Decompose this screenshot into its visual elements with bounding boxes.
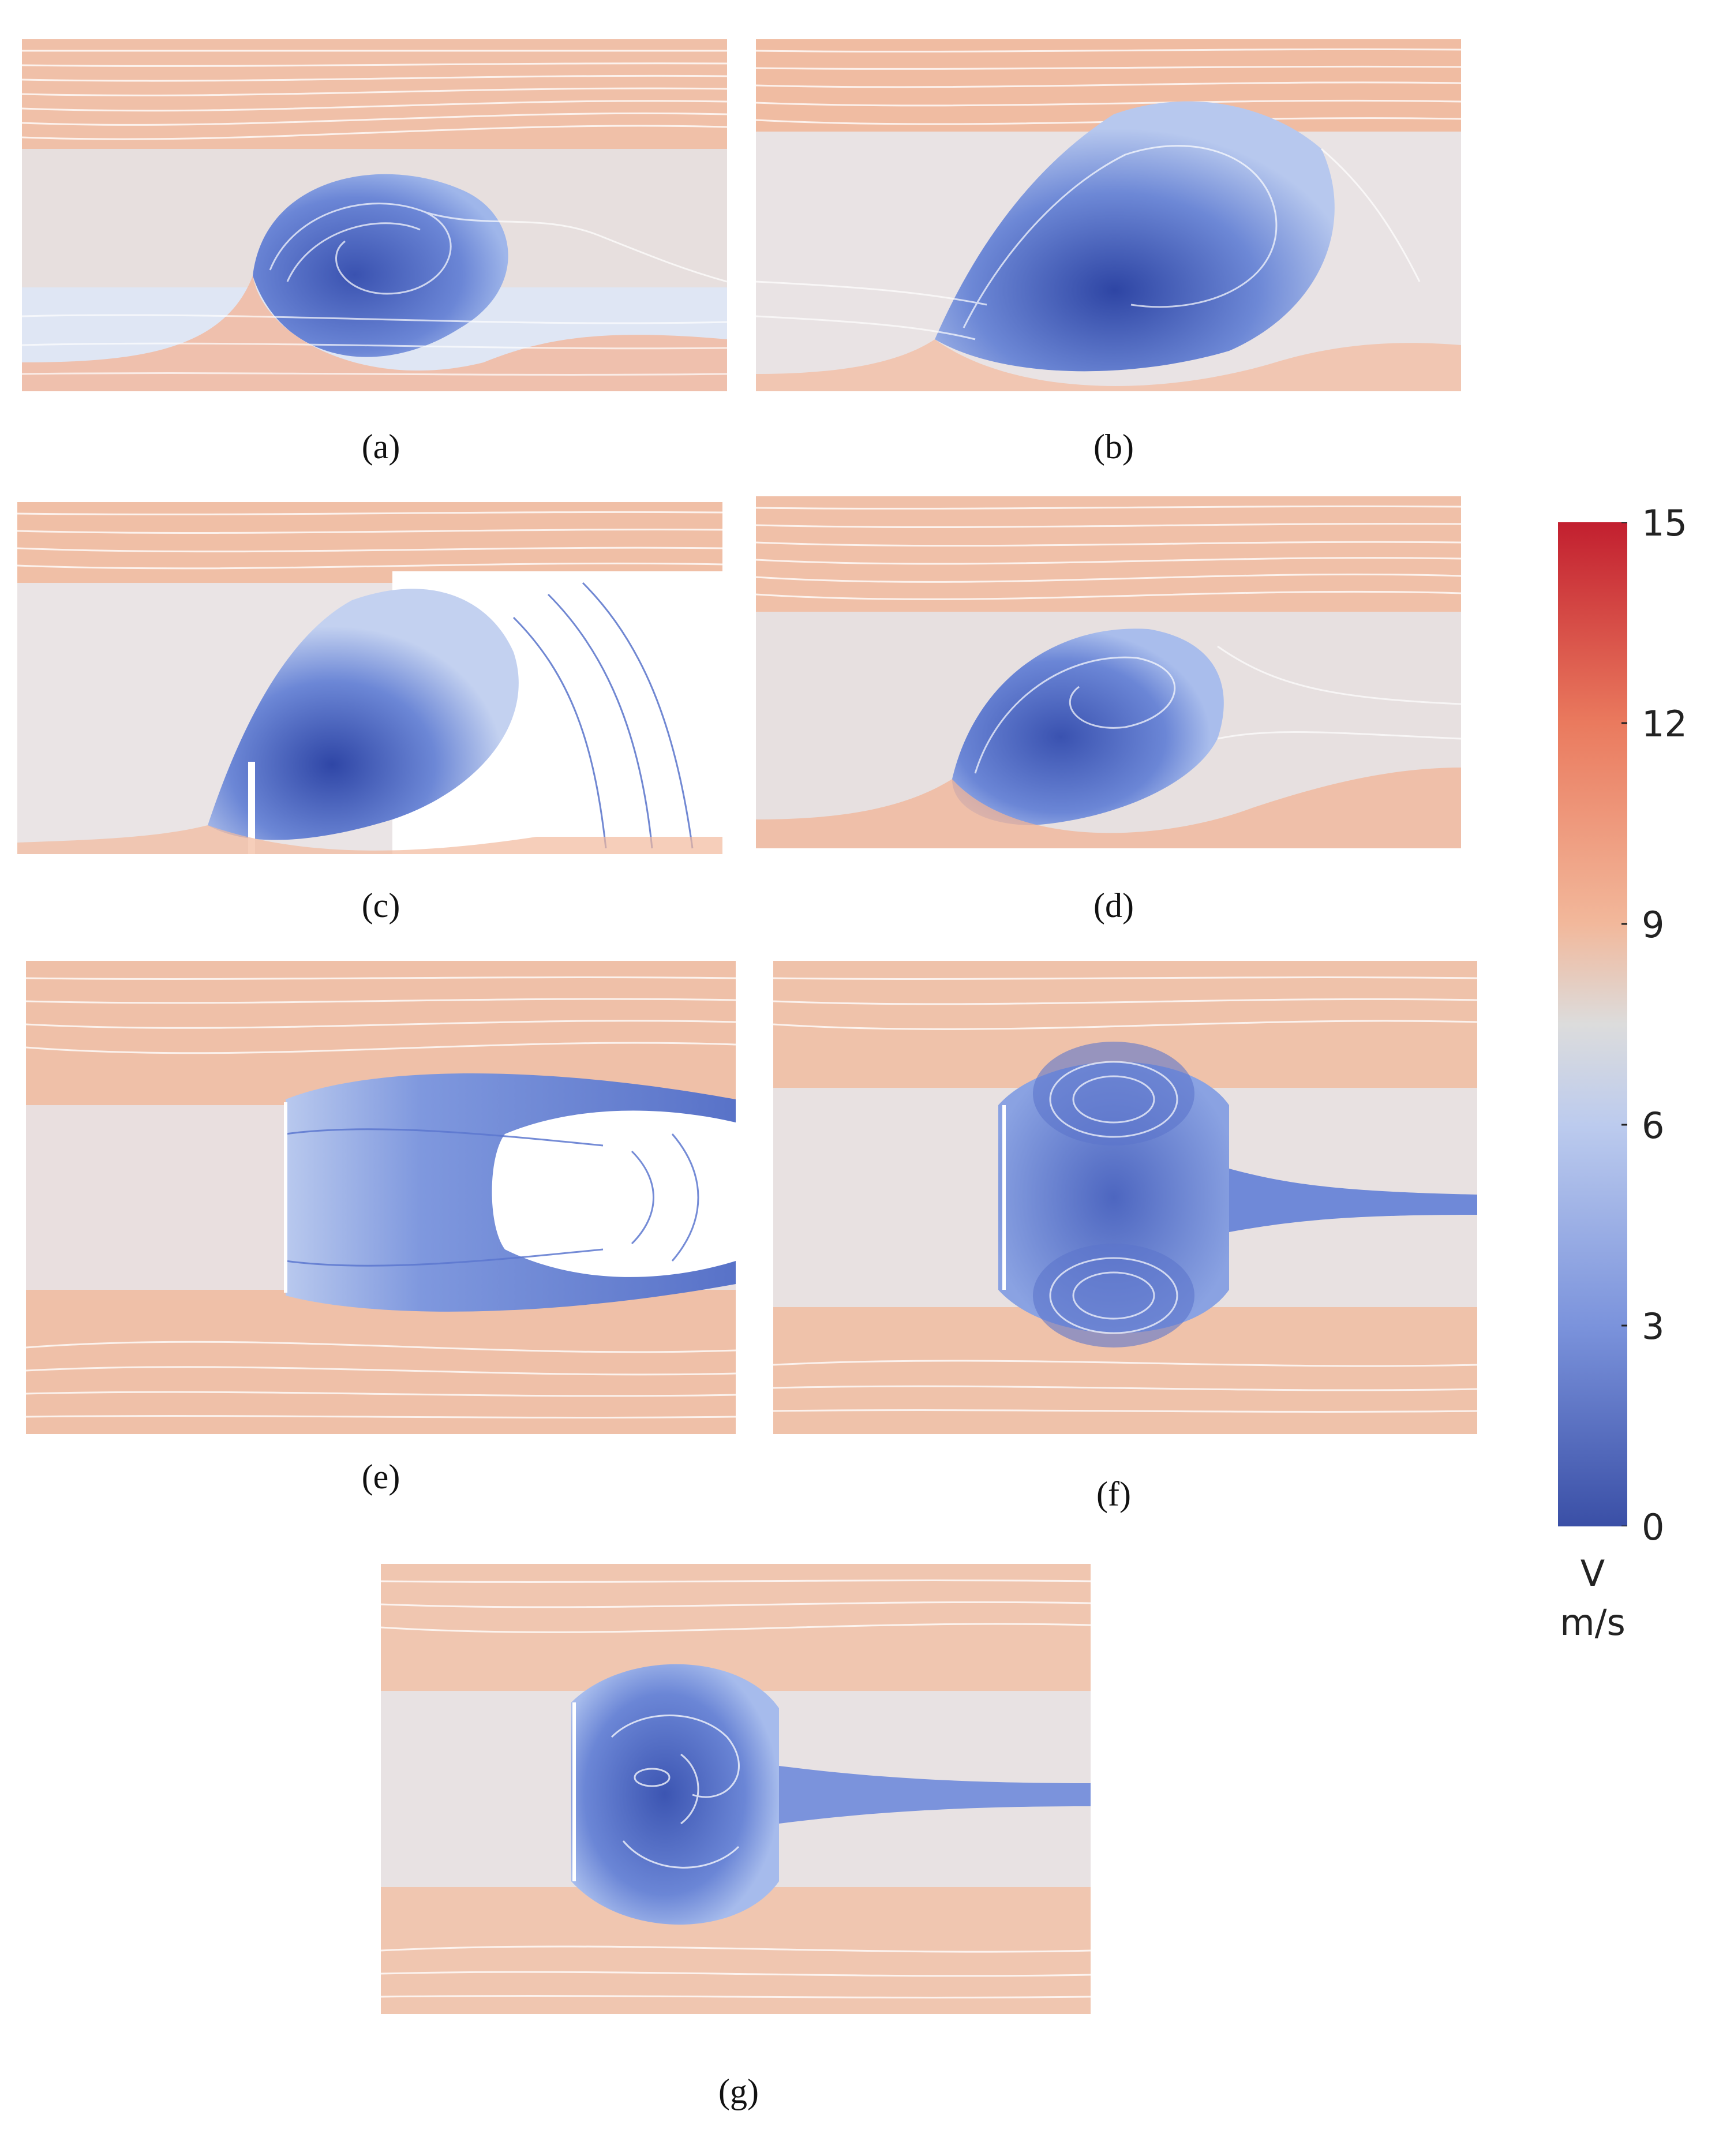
- streamline-panel-c: [17, 502, 722, 854]
- streamline-panel-a: [22, 39, 727, 391]
- colorbar-tick-6: 6: [1642, 1105, 1665, 1147]
- colorbar-tick-15: 15: [1642, 502, 1687, 544]
- panel-label-e: (e): [361, 1458, 400, 1496]
- colorbar-gradient: [1558, 522, 1627, 1526]
- streamline-panel-b: [756, 39, 1461, 391]
- streamline-panel-e: [26, 961, 736, 1434]
- colorbar-unit: m/s: [1560, 1601, 1626, 1644]
- velocity-colorbar: [1558, 522, 1627, 1526]
- panel-label-b: (b): [1093, 428, 1134, 466]
- panel-label-c: (c): [361, 886, 400, 924]
- colorbar-tick-12: 12: [1642, 703, 1687, 745]
- panel-label-f: (f): [1096, 1475, 1131, 1513]
- streamline-panel-f: [773, 961, 1477, 1434]
- streamline-panel-d: [756, 496, 1461, 848]
- streamline-panel-g: [381, 1564, 1091, 2014]
- panel-label-a: (a): [361, 428, 400, 466]
- colorbar-tick-0: 0: [1642, 1506, 1665, 1548]
- panel-label-d: (d): [1093, 886, 1134, 924]
- streamlines-outer-top: [22, 39, 727, 149]
- panel-label-g: (g): [718, 2072, 759, 2110]
- colorbar-tick-3: 3: [1642, 1305, 1665, 1348]
- plate-marker: [248, 762, 255, 854]
- colorbar-tick-9: 9: [1642, 904, 1665, 946]
- colorbar-title: V: [1580, 1552, 1605, 1594]
